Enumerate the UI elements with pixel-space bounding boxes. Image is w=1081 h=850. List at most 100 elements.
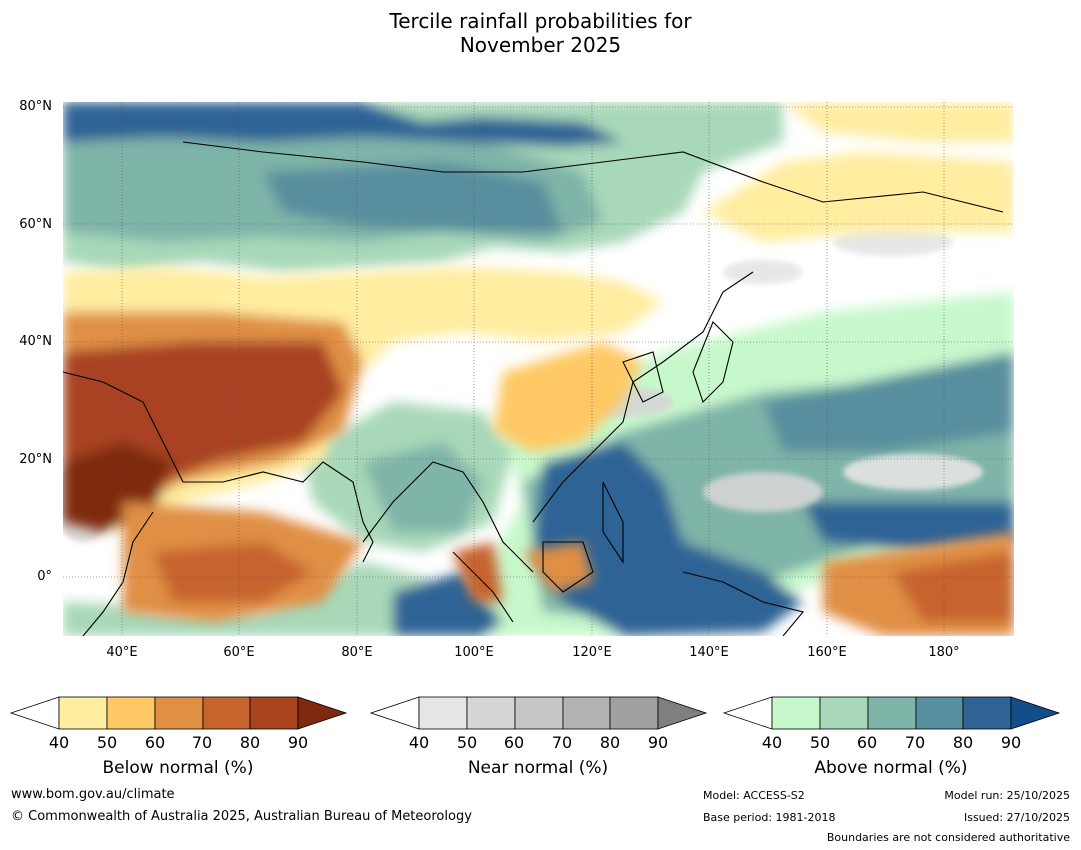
cbar-near-tick-60: 60 xyxy=(503,733,525,752)
copyright-text: © Commonwealth of Australia 2025, Austra… xyxy=(11,809,472,824)
lat-label-20n: 20°N xyxy=(19,452,52,467)
cbar-above-tick-80: 80 xyxy=(952,733,974,752)
map-title-line1: Tercile rainfall probabilities for xyxy=(389,9,692,33)
near-normal-patch xyxy=(723,260,803,284)
cbar-above-title: Above normal (%) xyxy=(814,758,968,778)
lat-label-40n: 40°N xyxy=(19,334,52,349)
cbar-below-title: Below normal (%) xyxy=(102,758,254,778)
lon-label-180: 180° xyxy=(928,645,960,660)
lat-label-80n: 80°N xyxy=(19,99,52,114)
colorbar-above-seg-50 xyxy=(819,696,869,730)
tercile-probability-map xyxy=(63,102,1014,636)
lon-label-80e: 80°E xyxy=(341,645,373,660)
base-period: Base period: 1981-2018 xyxy=(703,811,836,824)
near-normal-patch xyxy=(703,472,823,512)
cbar-near-title: Near normal (%) xyxy=(467,758,609,778)
cbar-near-tick-80: 80 xyxy=(599,733,621,752)
model-name: Model: ACCESS-S2 xyxy=(703,789,805,802)
lat-label-60n: 60°N xyxy=(19,217,52,232)
coastline-arctic xyxy=(182,141,1004,213)
region-china-below xyxy=(493,342,643,452)
cbar-below-tick-40: 40 xyxy=(48,733,70,752)
coastline-sumatra xyxy=(452,551,514,623)
colorbar-near-seg-70 xyxy=(562,696,611,730)
colorbar-near-over xyxy=(657,696,708,730)
colorbar-near-seg-80 xyxy=(609,696,659,730)
map-title-line2: November 2025 xyxy=(459,33,622,57)
colorbar-near-normal xyxy=(369,696,708,730)
lon-label-120e: 120°E xyxy=(572,645,612,660)
map-canvas xyxy=(63,102,1014,636)
coastline-south-asia xyxy=(63,371,374,563)
region-tropical-pacific-blue xyxy=(803,502,1014,552)
coastline-philippines xyxy=(602,481,624,564)
cbar-below-tick-90: 90 xyxy=(287,733,309,752)
cbar-near-tick-50: 50 xyxy=(456,733,478,752)
cbar-below-tick-50: 50 xyxy=(96,733,118,752)
region-indian-ocean-south xyxy=(63,562,483,636)
region-arctic-blue xyxy=(63,102,623,147)
cbar-below-tick-60: 60 xyxy=(144,733,166,752)
cbar-above-tick-90: 90 xyxy=(1000,733,1022,752)
colorbar-below-seg-60 xyxy=(154,696,204,730)
lon-label-140e: 140°E xyxy=(689,645,729,660)
colorbar-below-seg-50 xyxy=(106,696,156,730)
coastlines xyxy=(63,141,1004,636)
region-sumatra-orange xyxy=(453,542,503,602)
lon-label-60e: 60°E xyxy=(223,645,255,660)
region-east-africa-brown xyxy=(153,542,313,602)
cbar-near-tick-90: 90 xyxy=(647,733,669,752)
colorbar-above-normal xyxy=(722,696,1061,730)
below-normal-regions xyxy=(63,102,1014,636)
colorbar-above-over xyxy=(1010,696,1061,730)
colorbar-above-under xyxy=(722,696,773,730)
lon-label-40e: 40°E xyxy=(106,645,138,660)
boundaries-disclaimer: Boundaries are not considered authoritat… xyxy=(826,831,1070,844)
cbar-above-tick-70: 70 xyxy=(904,733,926,752)
region-borneo-orange xyxy=(523,542,593,592)
colorbar-above-seg-40 xyxy=(771,696,821,730)
cbar-above-tick-50: 50 xyxy=(809,733,831,752)
colorbar-below-over xyxy=(297,696,348,730)
lon-label-100e: 100°E xyxy=(454,645,494,660)
cbar-below-tick-80: 80 xyxy=(239,733,261,752)
cbar-below-tick-70: 70 xyxy=(191,733,213,752)
coastline-new-guinea xyxy=(682,571,804,636)
cbar-above-tick-60: 60 xyxy=(856,733,878,752)
colorbar-below-seg-80 xyxy=(249,696,299,730)
colorbar-near-under xyxy=(369,696,420,730)
colorbar-near-seg-40 xyxy=(418,696,468,730)
colorbar-above-seg-70 xyxy=(915,696,964,730)
region-arctic-yellow xyxy=(783,102,1014,142)
issued-date: Issued: 27/10/2025 xyxy=(963,811,1070,824)
lon-label-160e: 160°E xyxy=(807,645,847,660)
region-maritime-blue xyxy=(533,442,803,636)
coastline-borneo xyxy=(542,541,594,593)
region-siberia-core xyxy=(263,162,563,232)
model-run-date: Model run: 25/10/2025 xyxy=(944,789,1070,802)
graticule xyxy=(63,102,1014,636)
region-bay-of-bengal xyxy=(363,442,483,532)
near-normal-patch xyxy=(833,228,953,256)
coastline-japan xyxy=(692,321,734,404)
cbar-above-tick-40: 40 xyxy=(761,733,783,752)
region-northeast-yellow xyxy=(703,152,1014,242)
colorbar-below-normal xyxy=(9,696,348,730)
region-southwest-pacific-brown xyxy=(893,552,1014,622)
colorbars xyxy=(9,696,1061,730)
colorbar-above-seg-60 xyxy=(867,696,917,730)
cbar-near-tick-70: 70 xyxy=(551,733,573,752)
coastline-east-africa xyxy=(82,511,154,636)
coastline-bay-of-bengal xyxy=(362,461,534,573)
colorbar-near-seg-60 xyxy=(514,696,564,730)
colorbar-below-under xyxy=(9,696,60,730)
cbar-near-tick-40: 40 xyxy=(408,733,430,752)
colorbar-above-seg-80 xyxy=(962,696,1012,730)
coastline-korea xyxy=(622,351,664,403)
near-normal-patch xyxy=(843,454,983,490)
colorbar-near-seg-50 xyxy=(466,696,516,730)
colorbar-below-seg-70 xyxy=(202,696,251,730)
website-link[interactable]: www.bom.gov.au/climate xyxy=(11,787,175,802)
region-east-pacific-mid xyxy=(763,352,1014,452)
lat-label-0: 0° xyxy=(37,569,52,584)
